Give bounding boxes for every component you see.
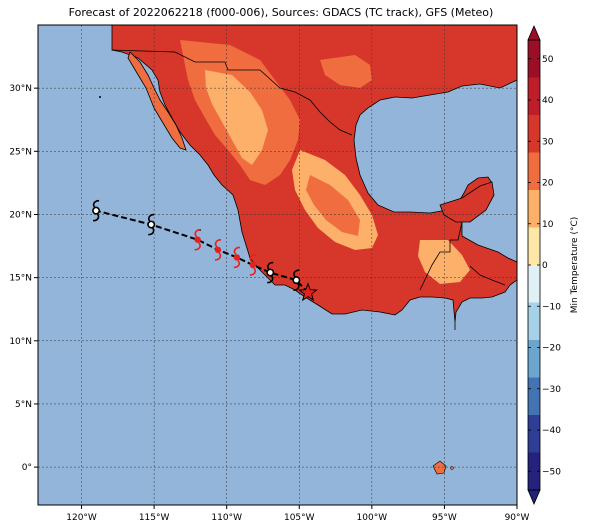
- land-guadalupe-island: [99, 96, 101, 98]
- hurricane-center: [249, 261, 257, 269]
- storm-center: [147, 220, 156, 229]
- map-frame: [37, 24, 518, 506]
- colorbar-tick-label: −30: [542, 385, 561, 395]
- colorbar-segment: [528, 302, 540, 341]
- storm-arm-south: [267, 275, 274, 284]
- storm-arm-north: [293, 269, 300, 278]
- y-axis-ticks: 0° 5°N 10°N 15°N 20°N 25°N 30°N: [9, 84, 38, 473]
- border-mexico-guatemala: [419, 221, 463, 291]
- current-position-star-icon: [298, 282, 318, 302]
- storm-arm-north: [214, 239, 222, 248]
- y-tick-label: 15°N: [9, 274, 32, 284]
- tropical-storm-icon: [147, 213, 156, 236]
- colorbar-segment: [528, 115, 540, 153]
- land-layer: [99, 25, 517, 475]
- hurricane-icon: [233, 246, 241, 269]
- y-tick-label: 0°: [22, 463, 32, 473]
- tropical-storm-icon: [266, 261, 275, 284]
- storm-arm-south: [293, 282, 300, 291]
- colorbar-segment: [528, 265, 540, 303]
- x-tick-label: 90°W: [505, 513, 530, 523]
- y-tick-label: 25°N: [9, 147, 32, 157]
- colorbar-segment: [528, 227, 540, 266]
- map-title: Forecast of 2022062218 (f000-006), Sourc…: [68, 6, 494, 19]
- colorbar-segment: [528, 190, 540, 228]
- y-tick-label: 20°N: [9, 210, 32, 220]
- hurricane-center: [233, 254, 241, 261]
- colorbar-tick-label: 0: [542, 261, 548, 271]
- land-plateau-mild: [205, 70, 268, 165]
- colorbar-label: Min Temperature (°C): [570, 217, 580, 314]
- x-tick-label: 100°W: [357, 513, 388, 523]
- x-tick-label: 105°W: [284, 513, 315, 523]
- map-gridlines: [38, 25, 517, 505]
- storm-arm-south: [233, 259, 241, 269]
- colorbar-extend-top: [527, 24, 541, 41]
- colorbar-segment: [528, 40, 540, 78]
- storm-center: [292, 276, 301, 285]
- colorbar-extend-bottom: [527, 489, 541, 506]
- land-baja-california: [127, 51, 187, 151]
- colorbar-segment: [528, 377, 540, 416]
- land-galapagos: [432, 460, 447, 475]
- colorbar-tick-label: −40: [542, 426, 561, 436]
- land-guatemala-highlands: [418, 240, 470, 284]
- y-tick-label: 10°N: [9, 337, 32, 347]
- colorbar-segment: [528, 77, 540, 116]
- land-central-highlands-warm: [306, 175, 360, 236]
- colorbar-segment: [528, 452, 540, 491]
- x-tick-label: 120°W: [66, 513, 97, 523]
- hurricane-icon: [194, 228, 201, 251]
- colorbar-segment: [528, 152, 540, 191]
- storm-arm-north: [267, 261, 274, 271]
- x-tick-label: 115°W: [139, 513, 170, 523]
- colorbar-segment: [528, 415, 540, 453]
- storm-arm-north: [249, 254, 256, 263]
- storm-arm-south: [92, 213, 100, 222]
- storm-arm-south: [194, 242, 201, 251]
- x-tick-label: 95°W: [432, 513, 457, 523]
- colorbar-tick-label: 40: [542, 96, 554, 106]
- storm-arm-north: [233, 246, 240, 255]
- storm-arm-south: [214, 252, 222, 261]
- hurricane-icon: [214, 239, 222, 261]
- tropical-storm-icon: [92, 199, 101, 222]
- y-tick-label: 30°N: [9, 84, 32, 94]
- storm-center: [266, 268, 275, 277]
- hurricane-center: [194, 236, 201, 243]
- x-axis-ticks: 120°W 115°W 110°W 105°W 100°W 95°W 90°W: [66, 505, 530, 523]
- storm-arm-north: [92, 199, 100, 209]
- hurricane-center: [214, 246, 222, 254]
- colorbar-tick-label: 30: [542, 137, 554, 147]
- colorbar-tick-label: 50: [542, 55, 554, 65]
- land-yucatan: [439, 181, 495, 223]
- storm-arm-north: [194, 228, 201, 238]
- colorbar-tick-label: 10: [542, 220, 554, 230]
- land-texas-mild: [320, 55, 372, 88]
- hurricane-icon: [249, 254, 257, 276]
- y-tick-label: 5°N: [15, 400, 32, 410]
- storm-track: [92, 199, 318, 302]
- colorbar-tick-label: −20: [542, 344, 561, 354]
- x-tick-label: 110°W: [211, 513, 242, 523]
- storm-arm-south: [148, 227, 155, 236]
- colorbar-tick-label: 20: [542, 179, 554, 189]
- colorbar-segment: [528, 340, 540, 378]
- storm-arm-north: [148, 213, 155, 223]
- colorbar-tick-label: −50: [542, 467, 561, 477]
- tropical-storm-icon: [292, 269, 301, 291]
- colorbar: 50 40 30 20 10 0 −10 −20 −30 −40 −50: [527, 24, 561, 506]
- storm-arm-south: [249, 267, 256, 276]
- storm-center: [92, 206, 101, 215]
- colorbar-tick-label: −10: [542, 302, 561, 312]
